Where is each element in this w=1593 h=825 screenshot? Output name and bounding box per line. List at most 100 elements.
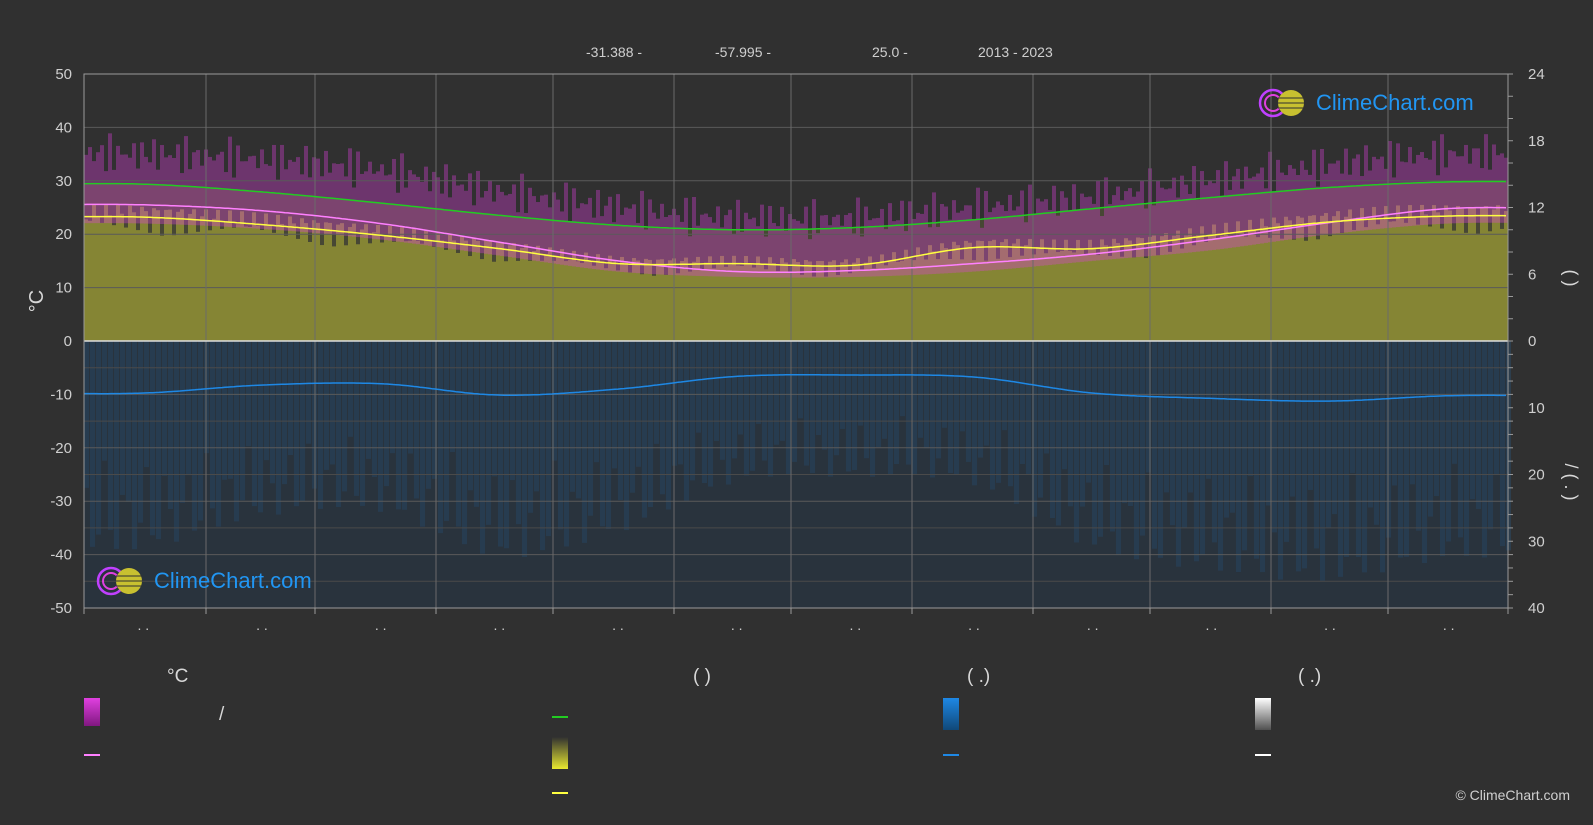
sunshine-column <box>1344 216 1348 341</box>
precip-column <box>906 341 911 465</box>
sunshine-column <box>1116 242 1120 341</box>
sunshine-column <box>540 260 544 341</box>
sunshine-column <box>368 243 372 341</box>
sunshine-column <box>900 260 904 341</box>
temp-range-column <box>1248 178 1252 246</box>
temp-range-column <box>1204 185 1208 251</box>
sunshine-column <box>1040 239 1044 341</box>
precip-column <box>432 341 437 479</box>
temp-range-column <box>1468 163 1472 223</box>
sunshine-column <box>332 246 336 341</box>
legend-snow-swatch <box>1255 698 1271 730</box>
sunshine-column <box>96 217 100 341</box>
temp-range-column <box>348 148 352 237</box>
sunshine-column <box>1500 228 1504 341</box>
sunshine-column <box>1276 223 1280 341</box>
precip-column <box>1122 341 1127 504</box>
temp-range-column <box>84 154 88 224</box>
sunshine-column <box>252 212 256 341</box>
precip-column <box>234 341 239 522</box>
temp-range-column <box>496 184 500 256</box>
precip-column <box>510 341 515 481</box>
sunshine-column <box>1400 219 1404 341</box>
sunshine-column <box>608 255 612 341</box>
precip-column <box>1338 341 1343 577</box>
sunshine-column <box>648 259 652 341</box>
sunshine-column <box>1064 239 1068 341</box>
sunshine-column <box>744 255 748 341</box>
sunshine-column <box>1072 252 1076 341</box>
temp-range-column <box>1444 167 1448 224</box>
precip-column <box>180 341 185 503</box>
sunshine-column <box>116 204 120 341</box>
sunshine-column <box>320 245 324 341</box>
precip-column <box>1062 341 1067 470</box>
sunshine-column <box>1260 218 1264 341</box>
temp-range-column <box>1440 134 1444 224</box>
precip-column <box>666 341 671 510</box>
sunshine-column <box>1076 239 1080 341</box>
y-right-top-axis-label: ( ) <box>1561 270 1581 287</box>
temp-range-column <box>528 187 532 260</box>
precip-column <box>486 341 491 525</box>
precip-column <box>1056 341 1061 526</box>
sunshine-column <box>284 235 288 341</box>
sunshine-column <box>1204 241 1208 341</box>
sunshine-column <box>316 222 320 341</box>
sunshine-column <box>1132 257 1136 341</box>
legend-snow-line-swatch <box>1255 754 1271 756</box>
temp-range-column <box>368 161 372 239</box>
sunshine-column <box>760 263 764 341</box>
sunshine-column <box>1172 235 1176 341</box>
sunshine-column <box>268 224 272 341</box>
logo-top[interactable]: ClimeChart.com <box>1258 88 1474 118</box>
precip-column <box>294 341 299 507</box>
temp-range-column <box>192 152 196 226</box>
sunshine-column <box>1300 217 1304 341</box>
y-left-tick-label: -40 <box>50 547 72 564</box>
sunshine-column <box>988 241 992 341</box>
temp-range-column <box>776 226 780 278</box>
temp-range-column <box>828 225 832 278</box>
sunshine-column <box>528 260 532 341</box>
temp-range-column <box>516 212 520 259</box>
precip-column <box>1440 341 1445 557</box>
sunshine-column <box>1352 230 1356 341</box>
logo-bottom[interactable]: ClimeChart.com <box>96 566 312 596</box>
temp-range-column <box>1448 150 1452 224</box>
sunshine-column <box>804 260 808 341</box>
temp-range-column <box>460 184 464 251</box>
precip-column <box>1044 341 1049 454</box>
precip-column <box>456 341 461 527</box>
temp-range-column <box>164 157 168 225</box>
sunshine-column <box>140 206 144 341</box>
temp-range-column <box>1472 148 1476 223</box>
sunshine-column <box>1228 235 1232 341</box>
precip-column <box>144 341 149 468</box>
sunshine-column <box>484 240 488 341</box>
sunshine-column <box>780 258 784 341</box>
precip-column <box>1284 341 1289 542</box>
temp-range-column <box>292 161 296 232</box>
sunshine-column <box>984 260 988 341</box>
temp-range-column <box>1136 191 1140 258</box>
precip-column <box>660 341 665 495</box>
temp-range-column <box>976 187 980 272</box>
sunshine-column <box>936 259 940 341</box>
sunshine-column <box>1220 235 1224 341</box>
precip-column <box>1182 341 1187 528</box>
precip-column <box>558 341 563 530</box>
sunshine-column <box>372 232 376 341</box>
precip-column <box>474 341 479 507</box>
precip-column <box>954 341 959 475</box>
sunshine-column <box>1336 211 1340 341</box>
sunshine-column <box>792 259 796 341</box>
temp-range-column <box>464 190 468 251</box>
temp-range-column <box>636 222 640 274</box>
temp-range-column <box>1484 134 1488 223</box>
precip-column <box>780 341 785 441</box>
temp-range-column <box>908 201 912 276</box>
sunshine-column <box>832 260 836 341</box>
temp-range-column <box>560 211 564 265</box>
sunshine-column <box>520 248 524 341</box>
